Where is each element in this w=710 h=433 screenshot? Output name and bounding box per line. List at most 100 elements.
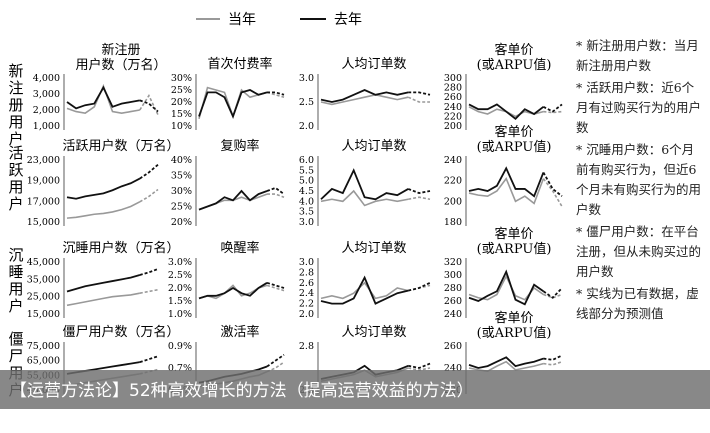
series-line-current xyxy=(66,292,140,307)
y-tick-label: 2.0% xyxy=(168,283,192,294)
y-tick-label: 3.0% xyxy=(168,257,192,268)
row-label-char: 新 xyxy=(8,62,23,80)
series-line-current xyxy=(468,176,545,205)
y-tick-label: 0.9% xyxy=(168,341,192,352)
series-forecast-last xyxy=(139,99,159,113)
series-line-current xyxy=(320,281,409,300)
y-tick-label: 2.0 xyxy=(299,309,314,320)
series-forecast-last xyxy=(266,281,285,289)
y-tick-label: 260 xyxy=(444,92,462,103)
y-tick-label: 240 xyxy=(444,309,462,320)
y-tick-label: 1.0% xyxy=(168,309,192,320)
panel-title: (或ARPU值) xyxy=(477,325,552,341)
caption-bar: 【运营方法论】52种高效增长的方法（提高运营效益的方法） xyxy=(0,370,710,409)
row-label-char: 册 xyxy=(8,96,23,114)
series-line-last xyxy=(468,103,544,121)
series-forecast-last xyxy=(266,186,285,195)
series-forecast-last xyxy=(139,163,159,180)
y-tick-label: 30% xyxy=(171,186,192,197)
panel-3-2: 唤醒率 3.0% 2.5% 2.0% 1.5% 1.0% xyxy=(168,240,285,320)
series-forecast-current xyxy=(543,110,563,114)
y-tick-label: 25% xyxy=(171,85,192,96)
caption-text: 【运营方法论】52种高效增长的方法（提高运营效益的方法） xyxy=(10,381,474,401)
y-tick-label: 1,000 xyxy=(33,121,60,132)
series-forecast-last xyxy=(139,268,159,276)
y-tick-label: 3.0 xyxy=(299,73,314,84)
series-line-last xyxy=(66,177,141,200)
y-tick-label: 15% xyxy=(171,109,192,120)
series-forecast-last xyxy=(267,91,285,96)
panel-title: 人均订单数 xyxy=(341,241,406,256)
y-tick-label: 2.2 xyxy=(299,299,314,310)
series-forecast-current xyxy=(542,178,563,207)
row-label-char: 户 xyxy=(8,130,23,148)
panel-title: 人均订单数 xyxy=(341,57,406,72)
y-tick-label: 5.0 xyxy=(299,176,314,187)
series-forecast-last xyxy=(407,188,431,194)
panel-title: (或ARPU值) xyxy=(477,241,552,257)
y-tick-label: 6.0 xyxy=(299,155,314,166)
series-line-last xyxy=(66,274,141,293)
series-line-last xyxy=(468,166,545,198)
series-line-last xyxy=(320,168,409,201)
series-forecast-current xyxy=(139,288,159,294)
y-tick-label: 19,000 xyxy=(27,176,60,187)
y-tick-label: 2.5 xyxy=(299,97,314,108)
legend-current-label: 当年 xyxy=(228,12,256,28)
series-forecast-current xyxy=(139,188,159,203)
y-tick-label: 3.5 xyxy=(299,207,314,218)
series-line-current xyxy=(320,93,409,106)
series-line-current xyxy=(66,83,140,115)
row-label-char: 活 xyxy=(8,144,23,162)
panel-2-1: 活跃用户数（万名） 活跃用户 23,000 19,000 17,000 15,000 xyxy=(8,138,179,228)
y-tick-label: 220 xyxy=(444,111,462,122)
series-forecast-last xyxy=(543,354,563,361)
panel-1-2: 首次付费率 30%25%20%15%10% xyxy=(171,56,285,132)
y-tick-label: 35% xyxy=(171,171,192,182)
y-tick-label: 75,000 xyxy=(27,341,60,352)
y-tick-label: 25% xyxy=(171,202,192,213)
series-forecast-last xyxy=(266,354,285,368)
panel-title: 客单价 xyxy=(494,226,533,242)
y-tick-label: 240 xyxy=(444,102,462,113)
panel-3-3: 人均订单数 3.02.82.62.42.22.0 xyxy=(299,241,431,320)
panel-2-3: 人均订单数 6.05.55.04.54.03.53.0 xyxy=(299,139,431,228)
panel-title: 客单价 xyxy=(494,42,533,58)
y-tick-label: 65,000 xyxy=(27,356,60,367)
y-tick-label: 2,000 xyxy=(33,105,60,116)
y-tick-label: 300 xyxy=(444,73,462,84)
y-tick-label: 300 xyxy=(444,270,462,281)
y-tick-label: 20% xyxy=(171,97,192,108)
series-line-last xyxy=(468,269,544,306)
y-tick-label: 320 xyxy=(444,257,462,268)
y-tick-label: 4.5 xyxy=(299,186,314,197)
y-tick-label: 45,000 xyxy=(27,257,60,268)
panel-title: 首次付费率 xyxy=(207,56,272,72)
y-tick-label: 280 xyxy=(444,283,462,294)
panel-title: 沉睡用户数（万名） xyxy=(62,240,179,256)
legend: 当年 去年 xyxy=(196,12,362,28)
series-line-current xyxy=(320,189,409,207)
row-label-char: 户 xyxy=(8,195,23,213)
y-tick-label: 35,000 xyxy=(27,274,60,285)
y-tick-label: 0.7% xyxy=(168,363,192,374)
y-tick-label: 23,000 xyxy=(27,155,60,166)
y-tick-label: 260 xyxy=(444,341,462,352)
row-label-char: 户 xyxy=(8,297,23,315)
panel-title: 客单价 xyxy=(494,310,533,326)
series-forecast-current xyxy=(543,293,563,299)
y-tick-label: 3,000 xyxy=(33,89,60,100)
note-zombie-users: * 僵尸用户数：在平台注册，但从未购买过的用户数 xyxy=(576,224,702,279)
y-tick-label: 2.8 xyxy=(299,267,314,278)
row-label-char: 用 xyxy=(8,178,23,196)
series-forecast-current xyxy=(267,193,285,198)
legend-last-label: 去年 xyxy=(334,12,362,28)
y-tick-label: 240 xyxy=(444,155,462,166)
y-tick-label: 15,000 xyxy=(27,217,60,228)
series-forecast-last xyxy=(542,103,563,113)
notes-panel: * 新注册用户数：当月新注册用户数 * 活跃用户数：近6个月有过购买行为的用户数… xyxy=(576,36,706,326)
y-tick-label: 280 xyxy=(444,83,462,94)
y-tick-label: 17,000 xyxy=(27,196,60,207)
